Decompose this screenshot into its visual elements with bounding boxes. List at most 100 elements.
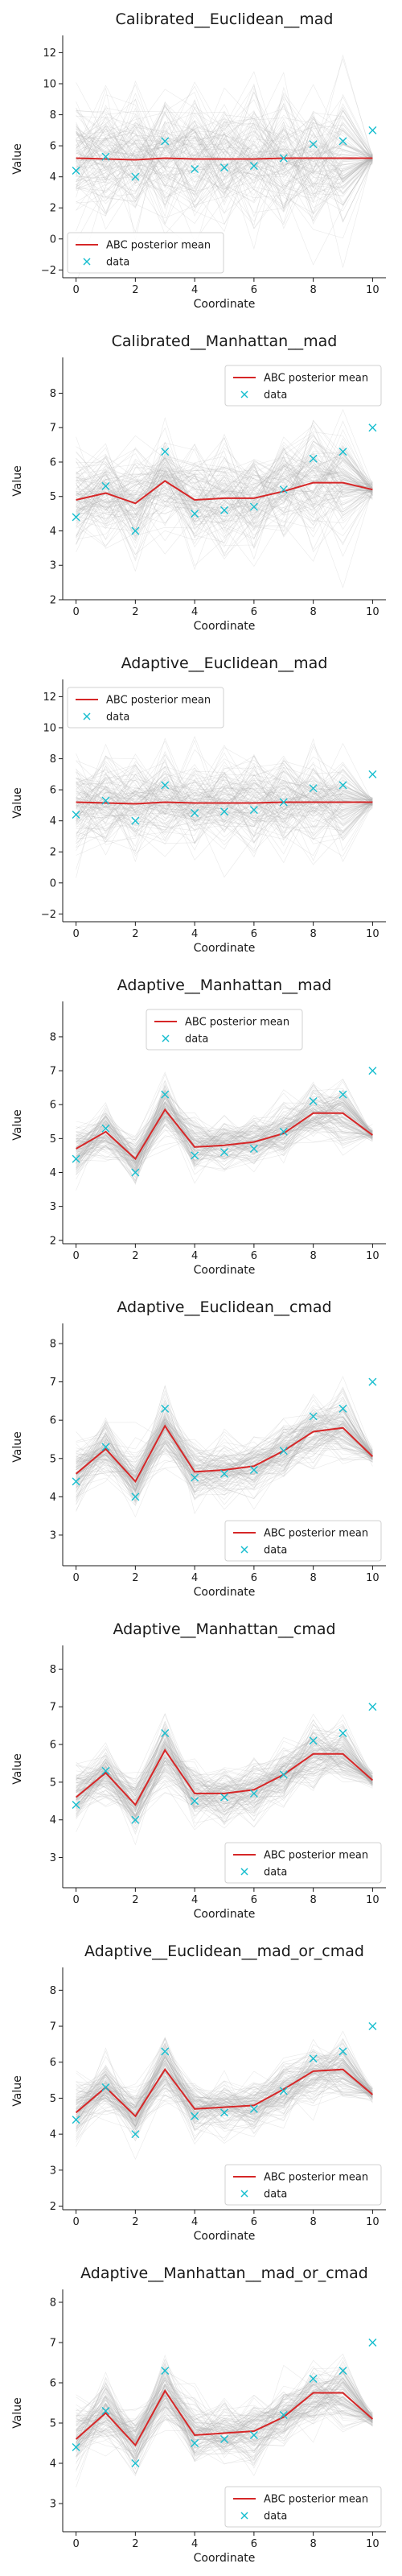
posterior-sample-line (76, 2366, 373, 2467)
x-tick-label: 4 (191, 2538, 198, 2550)
x-axis-label: Coordinate (194, 2552, 256, 2565)
posterior-sample-line (76, 1095, 373, 1166)
posterior-sample-line (76, 452, 373, 514)
x-tick-label: 0 (72, 2216, 79, 2228)
posterior-sample-line (76, 1407, 373, 1500)
legend-data-swatch (83, 712, 91, 720)
x-tick-label: 0 (72, 928, 79, 940)
posterior-sample-line (76, 2380, 373, 2443)
posterior-sample-line (76, 1109, 373, 1170)
data-marker-stroke (161, 2367, 170, 2375)
posterior-sample-line (76, 764, 373, 844)
posterior-sample-line (76, 1102, 373, 1169)
posterior-sample-line (76, 461, 373, 539)
posterior-sample-line (76, 1411, 373, 1488)
posterior-sample-line (76, 1414, 373, 1476)
y-tick-label: 4 (50, 815, 56, 828)
posterior-sample-line (76, 1422, 373, 1481)
posterior-sample-line (76, 1102, 373, 1184)
data-point-marker (249, 502, 258, 511)
posterior-sample-line (76, 2373, 373, 2441)
posterior-sample-line (76, 774, 373, 814)
legend: ABC posterior mean data (224, 1842, 382, 1884)
posterior-sample-line (76, 420, 373, 547)
legend: ABC posterior mean data (67, 687, 224, 729)
posterior-sample-line (76, 1741, 373, 1810)
posterior-sample-line (76, 92, 373, 179)
posterior-sample-line (76, 2380, 373, 2451)
posterior-sample-line (76, 130, 373, 225)
legend-box (224, 1520, 382, 1562)
posterior-sample-line (76, 764, 373, 816)
posterior-sample-line (76, 1108, 373, 1164)
data-point-marker (131, 1168, 140, 1177)
posterior-samples (76, 1713, 373, 1846)
posterior-sample-line (76, 97, 373, 205)
posterior-sample-line (76, 110, 373, 195)
posterior-sample-line (76, 441, 373, 543)
posterior-sample-line (76, 83, 373, 232)
posterior-sample-line (76, 2356, 373, 2447)
posterior-sample-line (76, 2051, 373, 2105)
data-marker-stroke (368, 1377, 377, 1386)
posterior-sample-line (76, 2380, 373, 2462)
posterior-sample-line (76, 1726, 373, 1818)
posterior-sample-line (76, 2062, 373, 2130)
chart-title: Calibrated__Euclidean__mad (116, 10, 334, 28)
posterior-sample-line (76, 764, 373, 843)
x-tick-label: 2 (132, 1250, 138, 1262)
posterior-sample-line (76, 1745, 373, 1808)
x-tick-label: 8 (310, 1250, 317, 1262)
posterior-sample-line (76, 1409, 373, 1506)
posterior-sample-line (76, 446, 373, 542)
posterior-sample-line (76, 1084, 373, 1170)
posterior-sample-line (76, 1751, 373, 1803)
x-tick-label: 0 (72, 1894, 79, 1906)
posterior-sample-line (76, 2376, 373, 2453)
y-tick-label: 4 (50, 171, 56, 184)
data-point-marker (101, 2083, 110, 2092)
posterior-sample-line (76, 2058, 373, 2130)
y-axis-label: Value (11, 1753, 24, 1784)
data-point-marker (249, 162, 258, 171)
y-tick-label: 8 (50, 388, 56, 400)
posterior-sample-line (76, 2389, 373, 2458)
posterior-sample-line (76, 1422, 373, 1479)
posterior-sample-line (76, 80, 373, 201)
posterior-sample-line (76, 2049, 373, 2132)
posterior-sample-line (76, 2065, 373, 2120)
y-axis-label: Value (11, 1431, 24, 1462)
posterior-sample-line (76, 782, 373, 821)
posterior-sample-line (76, 2380, 373, 2454)
posterior-sample-line (76, 1744, 373, 1826)
data-point-marker (161, 137, 170, 146)
posterior-sample-line (76, 2052, 373, 2120)
posterior-sample-line (76, 2361, 373, 2453)
posterior-sample-line (76, 453, 373, 537)
posterior-sample-line (76, 2385, 373, 2459)
data-marker-stroke (279, 154, 288, 163)
data-point-marker (101, 796, 110, 805)
posterior-sample-line (76, 2377, 373, 2452)
posterior-sample-line (76, 1744, 373, 1810)
posterior-sample-line (76, 1100, 373, 1164)
posterior-sample-line (76, 2377, 373, 2453)
posterior-sample-line (76, 2388, 373, 2472)
x-tick-label: 0 (72, 1572, 79, 1584)
y-axis-label: Value (11, 2397, 24, 2428)
posterior-sample-line (76, 1742, 373, 1808)
posterior-sample-line (76, 1724, 373, 1802)
chart-title: Calibrated__Manhattan__mad (112, 332, 338, 350)
posterior-sample-line (76, 473, 373, 557)
posterior-sample-line (76, 2069, 373, 2128)
posterior-sample-line (76, 1732, 373, 1822)
data-marker-stroke (249, 806, 258, 815)
posterior-sample-line (76, 1420, 373, 1499)
posterior-sample-line (76, 2039, 373, 2124)
posterior-sample-line (76, 2396, 373, 2462)
legend-label-mean: ABC posterior mean (264, 2172, 368, 2184)
y-tick-label: 3 (50, 1201, 56, 1213)
legend-box (146, 1009, 303, 1051)
posterior-sample-line (76, 458, 373, 572)
posterior-sample-line (76, 2068, 373, 2144)
